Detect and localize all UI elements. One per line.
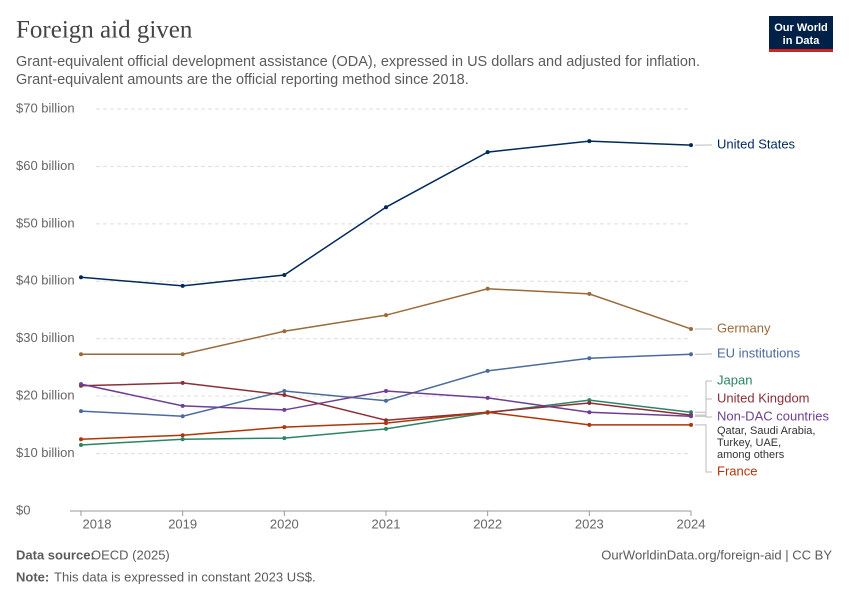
point [79, 352, 83, 357]
point [384, 388, 388, 393]
point [689, 410, 693, 415]
x-tick-label: 2021 [372, 516, 401, 531]
point [485, 286, 490, 291]
logo-text: in Data [783, 35, 821, 47]
connector [695, 398, 712, 416]
note: This data is expressed in constant 2023 … [54, 569, 316, 584]
point [180, 437, 185, 442]
subtitle: Grant-equivalent official development as… [16, 54, 700, 70]
point [282, 329, 287, 334]
point [689, 326, 693, 331]
point [587, 410, 592, 415]
point [180, 414, 185, 419]
line [80, 353, 692, 417]
point [384, 421, 388, 426]
point [79, 442, 83, 447]
point [180, 403, 185, 408]
y-tick-label: $0 [16, 502, 30, 517]
point [689, 352, 693, 357]
point [384, 313, 388, 318]
point [180, 433, 185, 438]
url: OurWorldinData.org/foreign-aid | CC BY [601, 547, 832, 562]
point [587, 356, 592, 361]
point [79, 382, 83, 387]
series-label: Germany [717, 320, 771, 335]
point [384, 426, 388, 431]
x-tick-label: 2022 [473, 516, 502, 531]
x-tick-label: 2020 [270, 516, 299, 531]
point [587, 398, 592, 403]
line [81, 287, 692, 355]
point [485, 410, 490, 415]
logo-text: Our World [774, 22, 828, 34]
point [485, 368, 490, 373]
y-tick-label: $30 billion [16, 330, 75, 345]
x-tick-label: 2018 [83, 516, 112, 531]
point [485, 395, 490, 400]
point [79, 409, 83, 414]
series-label: France [717, 463, 757, 478]
connector [695, 380, 712, 413]
subtitle: Grant-equivalent amounts are the officia… [16, 72, 469, 88]
series-label: EU institutions [717, 345, 801, 360]
x-tick-label: 2024 [677, 516, 706, 531]
point [587, 291, 592, 296]
point [689, 414, 693, 419]
note-label: Note: [16, 569, 49, 584]
logo-bar [769, 49, 833, 52]
series-label: Japan [717, 372, 752, 387]
point [180, 380, 185, 385]
y-tick-label: $40 billion [16, 273, 75, 288]
point [282, 407, 287, 412]
point [384, 205, 388, 210]
annotation: Qatar, Saudi Arabia, Turkey, UAE, among … [717, 425, 816, 461]
point [689, 143, 693, 148]
point [282, 272, 287, 277]
series-label: United States [717, 136, 796, 151]
point [180, 352, 185, 357]
point [79, 437, 83, 442]
y-tick-label: $70 billion [16, 100, 75, 115]
point [282, 392, 287, 397]
x-tick-label: 2019 [168, 516, 197, 531]
chart-title: Foreign aid given [16, 17, 193, 44]
point [587, 139, 592, 144]
point [282, 425, 287, 430]
point [282, 436, 287, 441]
y-tick-label: $10 billion [16, 445, 75, 460]
point [180, 283, 185, 288]
series-label: United Kingdom [717, 390, 810, 405]
point [282, 388, 287, 393]
point [79, 275, 83, 280]
source: OECD (2025) [91, 547, 170, 562]
point [689, 422, 693, 427]
line [80, 140, 692, 287]
point [587, 401, 592, 406]
source-label: Data source: [16, 547, 95, 562]
y-tick-label: $60 billion [16, 158, 75, 173]
point [384, 418, 388, 423]
series-label: Non-DAC countries [717, 408, 829, 423]
y-tick-label: $50 billion [16, 215, 75, 230]
y-tick-label: $20 billion [16, 388, 75, 403]
x-tick-label: 2023 [575, 516, 604, 531]
logo [769, 16, 833, 52]
connector [695, 424, 712, 473]
point [384, 398, 388, 403]
connector [695, 415, 712, 418]
point [587, 422, 592, 427]
point [485, 150, 490, 155]
